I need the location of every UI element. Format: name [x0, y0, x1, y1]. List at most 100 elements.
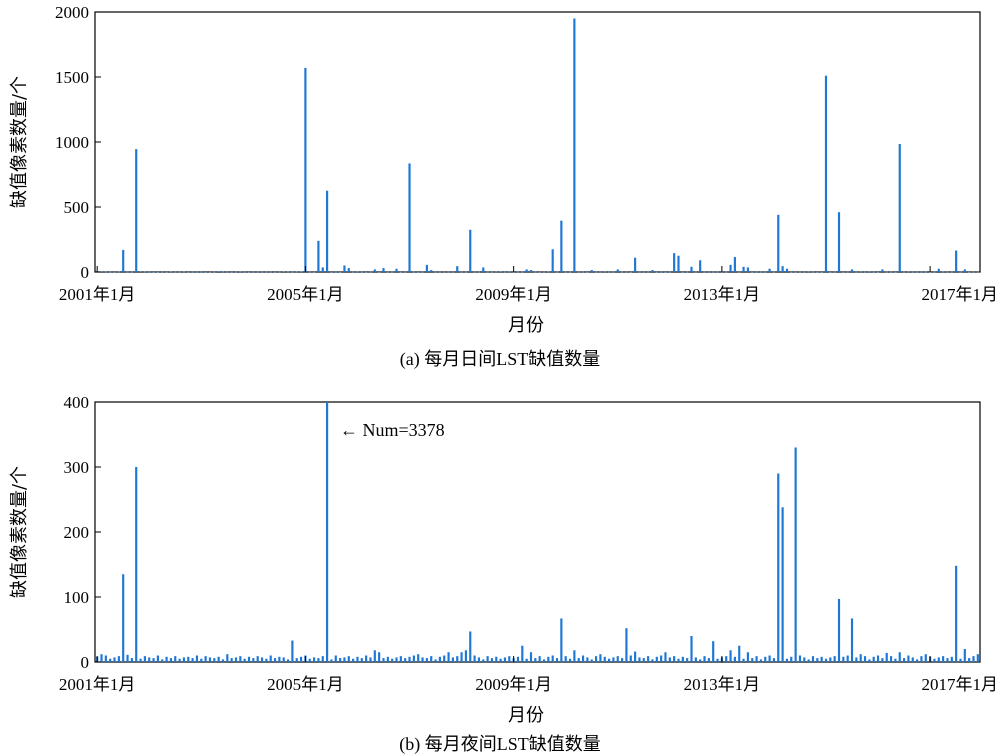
- bar: [534, 271, 537, 273]
- bar: [443, 655, 446, 662]
- bar: [408, 163, 411, 272]
- bar: [343, 265, 346, 272]
- bar: [955, 565, 958, 662]
- bar: [594, 271, 598, 273]
- bar: [360, 658, 363, 662]
- bar: [916, 659, 919, 662]
- bar: [829, 657, 832, 662]
- caption-night: (b) 每月夜间LST缺值数量: [399, 734, 601, 755]
- bar: [417, 271, 420, 273]
- bar: [881, 269, 884, 272]
- bar: [269, 271, 272, 273]
- bar: [412, 655, 415, 662]
- bar: [898, 143, 901, 272]
- bar: [699, 659, 702, 662]
- bar: [694, 657, 697, 662]
- bar: [599, 654, 602, 662]
- bar: [152, 658, 155, 662]
- bar: [833, 656, 836, 662]
- bar: [508, 656, 511, 662]
- bar: [260, 657, 264, 662]
- bar: [378, 652, 381, 662]
- bar: [972, 656, 975, 662]
- bar: [647, 271, 650, 273]
- bar: [555, 658, 559, 662]
- bar: [924, 654, 927, 662]
- bar: [252, 271, 255, 273]
- bar: [651, 270, 654, 272]
- bar: [612, 657, 615, 662]
- bar: [109, 658, 112, 662]
- bar: [803, 271, 806, 273]
- bar: [295, 271, 298, 273]
- bar: [755, 656, 758, 662]
- bar: [438, 271, 441, 273]
- bar: [542, 271, 546, 273]
- bar: [738, 271, 741, 273]
- bar: [525, 658, 528, 662]
- bar: [516, 271, 520, 273]
- x-tick-label: 2005年1月: [267, 285, 344, 304]
- y-axis-title-night: 缺值像素数量/个: [9, 466, 30, 598]
- bar: [586, 271, 589, 273]
- bar: [798, 655, 802, 662]
- bar: [391, 271, 394, 273]
- bar: [391, 658, 394, 662]
- bar: [503, 271, 507, 273]
- bar: [790, 656, 793, 662]
- bar: [772, 658, 776, 662]
- bar: [148, 271, 151, 273]
- bar: [647, 656, 650, 662]
- bar: [603, 656, 606, 662]
- bar: [538, 656, 541, 662]
- bar: [950, 656, 953, 662]
- bar: [365, 271, 368, 273]
- bar: [794, 447, 797, 662]
- y-tick-label: 200: [64, 523, 90, 542]
- bar: [347, 268, 350, 272]
- bar: [959, 271, 962, 273]
- bar: [221, 659, 225, 662]
- bar: [126, 271, 129, 273]
- bar: [673, 253, 676, 272]
- bar: [174, 656, 177, 662]
- bar: [208, 657, 212, 662]
- bar: [156, 271, 159, 273]
- bar: [178, 271, 181, 273]
- bar: [638, 657, 641, 662]
- x-tick-label: 2005年1月: [267, 675, 344, 694]
- bar: [204, 656, 207, 662]
- bar: [751, 658, 754, 662]
- bar: [699, 260, 702, 272]
- bar: [963, 269, 966, 272]
- bar: [577, 658, 580, 662]
- bar: [135, 149, 138, 272]
- bars-night: [96, 402, 979, 662]
- bar: [963, 649, 966, 662]
- bar: [339, 271, 342, 273]
- bar: [785, 658, 789, 662]
- bar: [495, 656, 498, 662]
- bar: [273, 658, 277, 662]
- bar: [356, 656, 359, 662]
- bar: [677, 255, 680, 272]
- caption-day: (a) 每月日间LST缺值数量: [400, 349, 600, 370]
- bar: [373, 269, 376, 272]
- bar: [920, 271, 923, 273]
- bar: [694, 271, 697, 273]
- bar: [161, 659, 164, 662]
- bar: [868, 271, 871, 273]
- bar: [122, 574, 125, 662]
- bar: [616, 269, 619, 272]
- bar: [976, 654, 979, 662]
- bar: [443, 271, 446, 273]
- y-tick-label: 0: [81, 263, 90, 282]
- bar: [816, 271, 819, 273]
- bar: [703, 656, 706, 662]
- bar: [568, 271, 572, 273]
- bar: [573, 18, 576, 272]
- bar: [369, 271, 372, 273]
- bar: [434, 271, 437, 273]
